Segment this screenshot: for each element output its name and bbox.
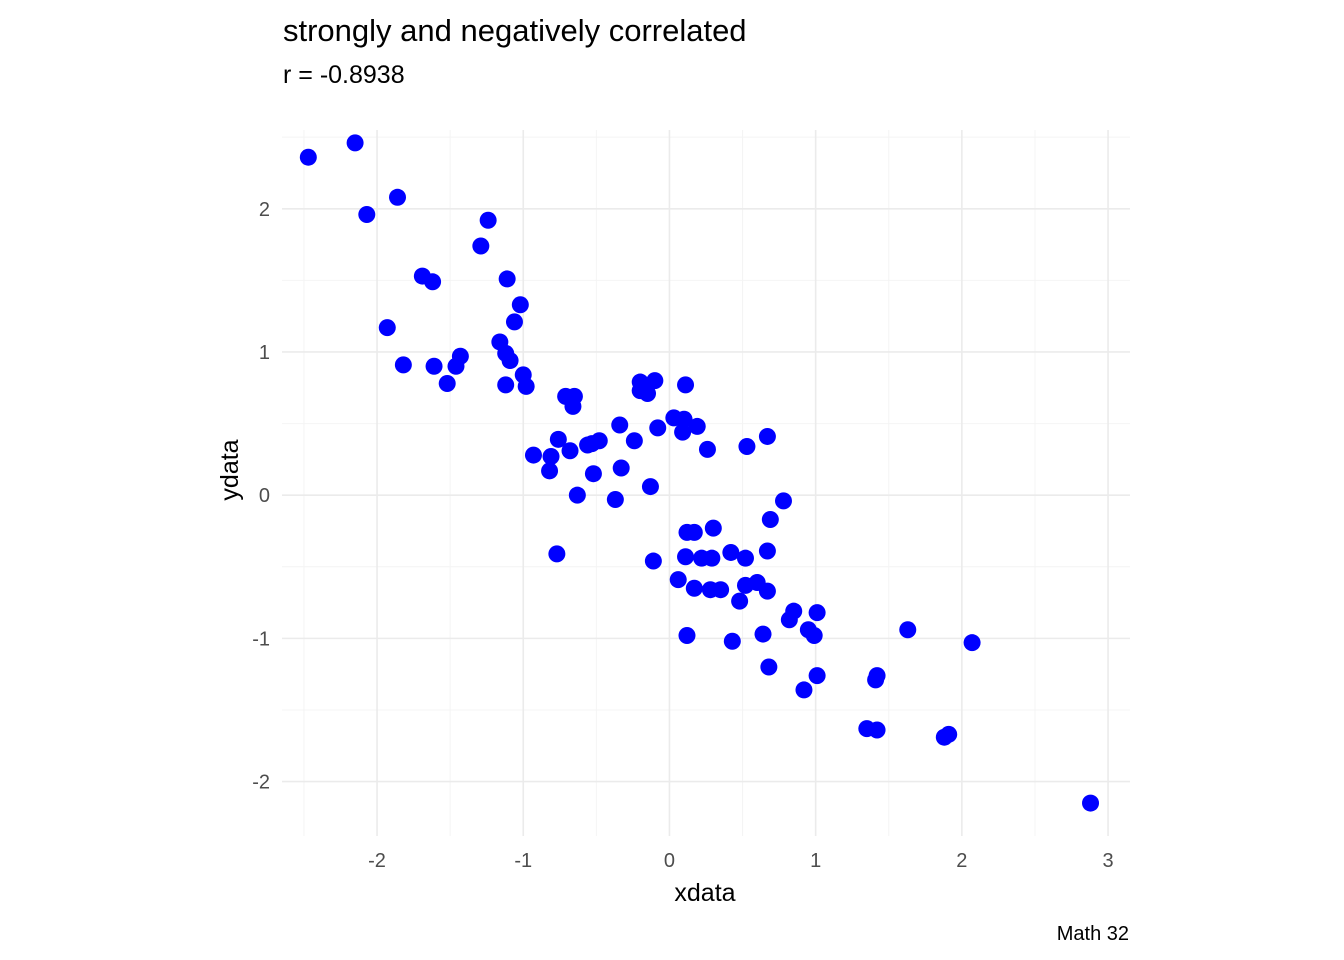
y-axis-ticks: -2 -1 0 1 2 [252, 199, 270, 794]
data-point [758, 582, 776, 600]
data-point [1082, 794, 1100, 812]
chart-title: strongly and negatively correlated [283, 13, 747, 48]
data-point [795, 681, 813, 699]
data-point [738, 437, 756, 455]
data-point [425, 357, 443, 375]
data-point [761, 511, 779, 529]
data-point [675, 410, 693, 428]
data-point [438, 374, 456, 392]
chart-subtitle: r = -0.8938 [283, 61, 405, 89]
data-point [497, 376, 515, 394]
data-point [677, 376, 695, 394]
data-point [644, 552, 662, 570]
data-point [698, 440, 716, 458]
data-point [808, 667, 826, 685]
data-point [479, 211, 497, 229]
data-point [346, 134, 364, 152]
data-point [501, 352, 519, 370]
x-axis-title: xdata [674, 879, 735, 907]
data-point [868, 667, 886, 685]
data-point [940, 725, 958, 743]
data-point [561, 442, 579, 460]
data-point [688, 417, 706, 435]
data-point [641, 478, 659, 496]
data-point [899, 621, 917, 639]
data-point [505, 313, 523, 331]
chart-caption: Math 32 [1057, 923, 1129, 945]
data-point [723, 632, 741, 650]
data-point [685, 579, 703, 597]
data-point [785, 602, 803, 620]
data-point [584, 465, 602, 483]
data-point [754, 625, 772, 643]
y-tick-label: 0 [259, 485, 270, 507]
y-tick-label: -1 [252, 628, 270, 650]
data-point [703, 549, 721, 567]
data-point [389, 188, 407, 206]
data-point [394, 356, 412, 374]
y-tick-label: -2 [252, 772, 270, 794]
data-point [649, 419, 667, 437]
data-point [611, 416, 629, 434]
y-axis-title: ydata [216, 439, 244, 500]
data-point [639, 384, 657, 402]
data-point [542, 448, 560, 466]
data-point [541, 462, 559, 480]
data-point [868, 721, 886, 739]
data-point [612, 459, 630, 477]
data-point [299, 148, 317, 166]
data-point [805, 627, 823, 645]
data-point [646, 372, 664, 390]
x-tick-label: 2 [956, 850, 967, 872]
data-point [549, 430, 567, 448]
data-point [498, 270, 516, 288]
data-point [472, 237, 490, 255]
data-point [378, 319, 396, 337]
x-tick-label: -1 [514, 850, 532, 872]
y-tick-label: 1 [259, 342, 270, 364]
x-tick-label: 1 [810, 850, 821, 872]
data-point [564, 397, 582, 415]
data-point [712, 581, 730, 599]
x-tick-label: 0 [664, 850, 675, 872]
data-point [669, 571, 687, 589]
data-point [736, 549, 754, 567]
data-point [722, 543, 740, 561]
data-point [678, 627, 696, 645]
data-points [299, 134, 1100, 812]
data-point [358, 205, 376, 223]
data-point [568, 486, 586, 504]
data-point [524, 446, 542, 464]
grid-lines [282, 130, 1130, 836]
data-point [758, 542, 776, 560]
data-point [451, 347, 469, 365]
data-point [704, 519, 722, 537]
data-point [758, 427, 776, 445]
data-point [590, 432, 608, 450]
data-point [517, 377, 535, 395]
data-point [674, 423, 692, 441]
x-tick-label: -2 [368, 850, 386, 872]
data-point [760, 658, 778, 676]
data-point [606, 490, 624, 508]
x-tick-label: 3 [1103, 850, 1114, 872]
data-point [511, 296, 529, 314]
data-point [424, 273, 442, 291]
y-tick-label: 2 [259, 199, 270, 221]
data-point [677, 548, 695, 566]
data-point [731, 592, 749, 610]
data-point [625, 432, 643, 450]
data-point [685, 523, 703, 541]
x-axis-ticks: -2 -1 0 1 2 3 [368, 850, 1113, 872]
data-point [808, 604, 826, 622]
data-point [774, 492, 792, 510]
data-point [548, 545, 566, 563]
data-point [963, 634, 981, 652]
